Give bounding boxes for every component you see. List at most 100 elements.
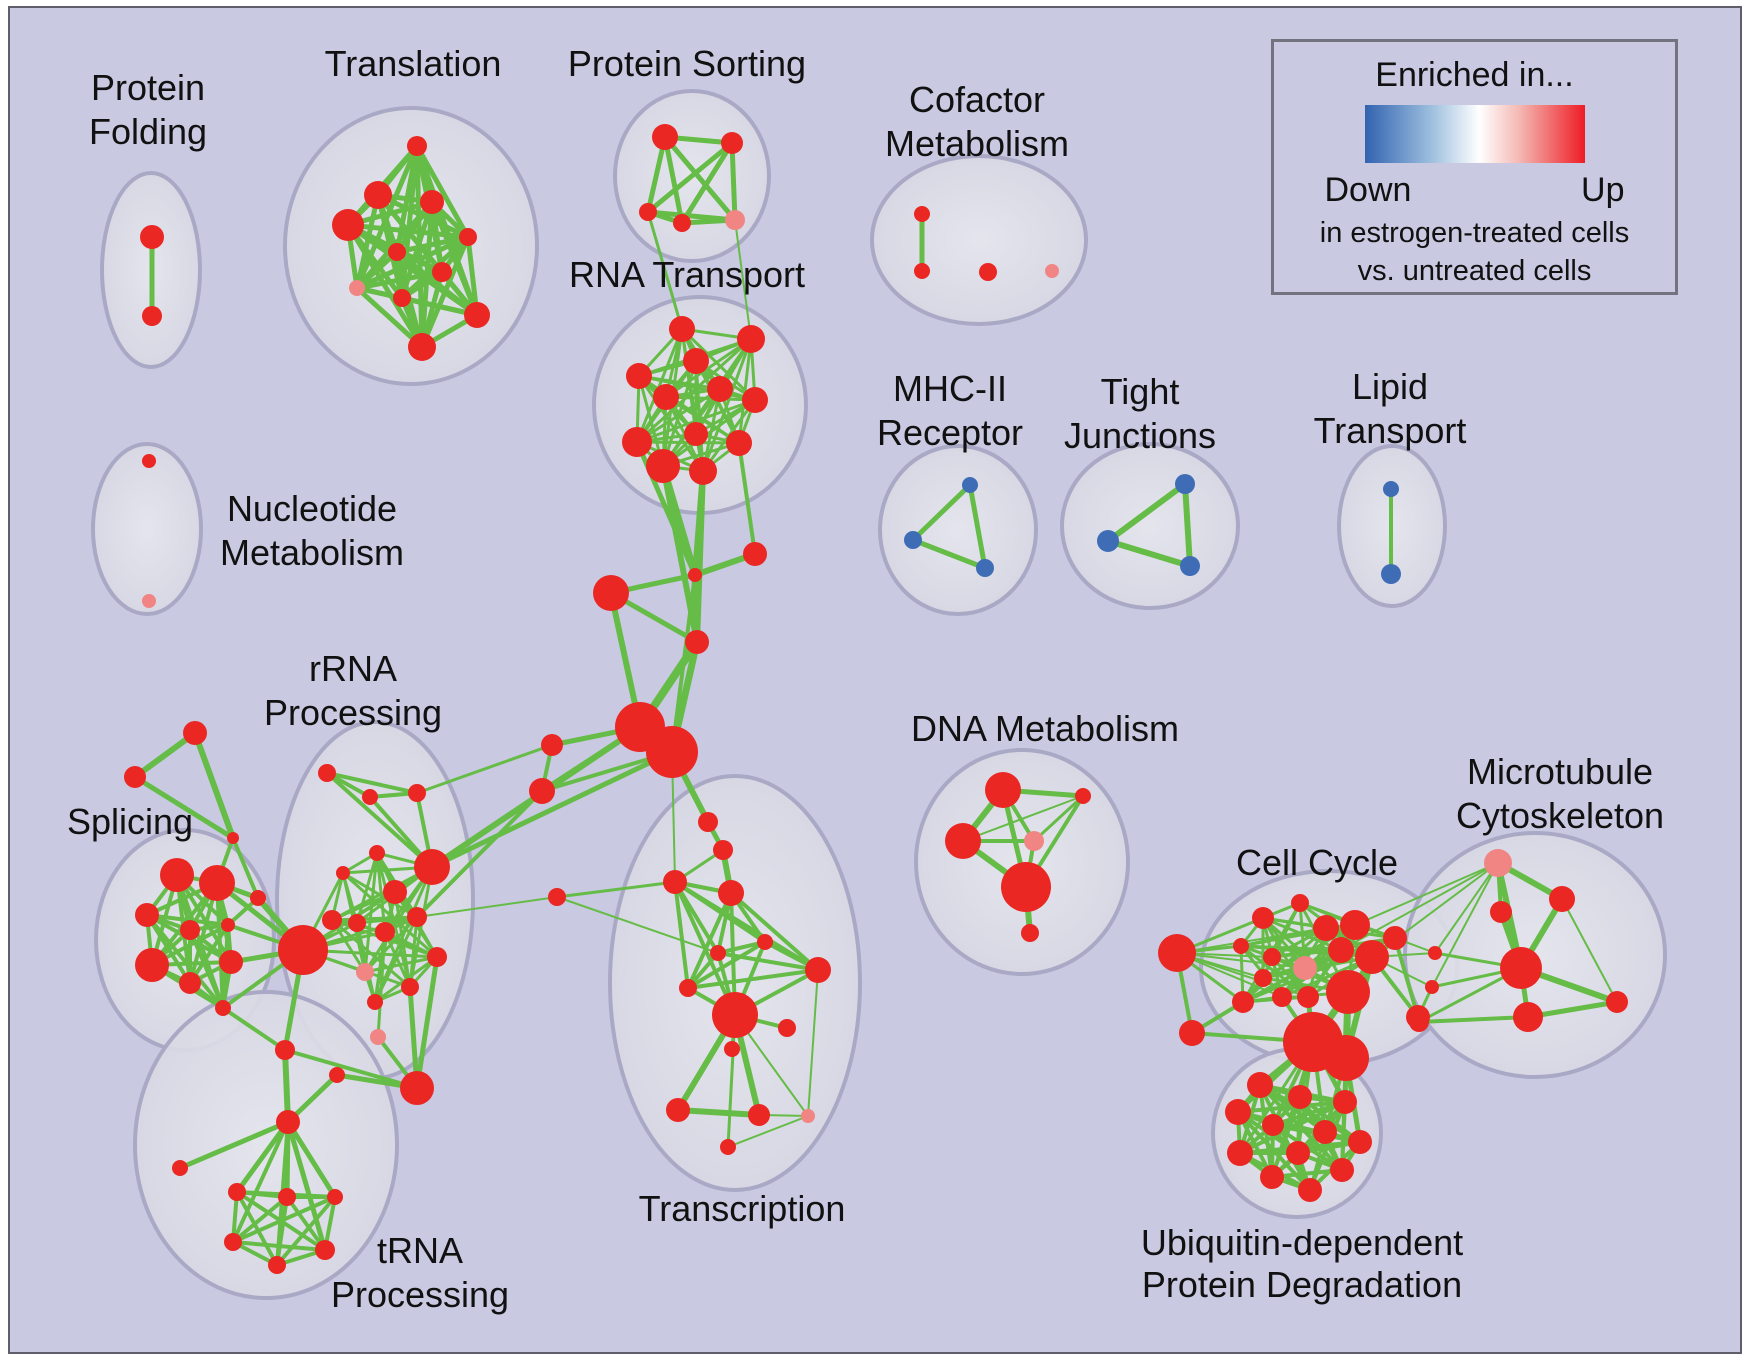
node-u7[interactable] (1348, 1130, 1372, 1154)
node-t11[interactable] (408, 333, 436, 361)
node-u2[interactable] (1288, 1085, 1312, 1109)
node-ps3[interactable] (639, 203, 657, 221)
node-cc4[interactable] (1340, 910, 1370, 940)
node-mh2[interactable] (904, 531, 922, 549)
node-mh3[interactable] (976, 559, 994, 577)
node-ps5[interactable] (725, 210, 745, 230)
node-m3[interactable] (1490, 901, 1512, 923)
node-t8[interactable] (349, 280, 365, 296)
node-rt9[interactable] (684, 422, 708, 446)
node-u4[interactable] (1225, 1099, 1251, 1125)
node-tcg[interactable] (278, 1188, 296, 1206)
node-rt7[interactable] (742, 387, 768, 413)
node-td[interactable] (327, 1189, 343, 1205)
node-rr12[interactable] (278, 925, 328, 975)
node-d5[interactable] (1001, 862, 1051, 912)
node-rr15[interactable] (401, 978, 419, 996)
node-pf2[interactable] (142, 306, 162, 326)
node-ta[interactable] (172, 1160, 188, 1176)
node-cn2[interactable] (275, 1040, 295, 1060)
node-sp5[interactable] (221, 918, 235, 932)
node-rr14[interactable] (427, 947, 447, 967)
node-d4[interactable] (1024, 831, 1044, 851)
node-t6[interactable] (388, 243, 406, 261)
node-n10[interactable] (720, 1139, 736, 1155)
node-x3[interactable] (227, 832, 239, 844)
node-rr1[interactable] (318, 764, 336, 782)
node-rr16[interactable] (367, 994, 383, 1010)
node-pk1[interactable] (370, 1029, 386, 1045)
node-n6[interactable] (724, 1041, 740, 1057)
node-m5[interactable] (1513, 1002, 1543, 1032)
node-d6[interactable] (1021, 924, 1039, 942)
node-tf[interactable] (268, 1256, 286, 1274)
node-m2[interactable] (1549, 886, 1575, 912)
node-c5[interactable] (548, 888, 566, 906)
node-cc12[interactable] (1297, 986, 1319, 1008)
node-t3[interactable] (420, 190, 444, 214)
node-d1[interactable] (985, 772, 1021, 808)
node-sp4[interactable] (180, 920, 200, 940)
node-rr11[interactable] (375, 922, 395, 942)
node-rt3[interactable] (683, 348, 709, 374)
node-rr10[interactable] (407, 907, 427, 927)
node-u11[interactable] (1260, 1165, 1284, 1189)
node-tj3[interactable] (1180, 556, 1200, 576)
node-cc8[interactable] (1293, 956, 1317, 980)
node-n9[interactable] (801, 1109, 815, 1123)
node-cc5[interactable] (1383, 926, 1407, 950)
node-j2[interactable] (743, 542, 767, 566)
node-u6[interactable] (1313, 1120, 1337, 1144)
node-rr5[interactable] (336, 866, 350, 880)
node-rr4[interactable] (369, 845, 385, 861)
node-cc17[interactable] (1179, 1020, 1205, 1046)
node-cn1[interactable] (250, 890, 266, 906)
node-cc7[interactable] (1263, 948, 1281, 966)
node-cc1[interactable] (1252, 907, 1274, 929)
node-t9[interactable] (393, 289, 411, 307)
node-u12[interactable] (1298, 1178, 1322, 1202)
node-n1[interactable] (757, 934, 773, 950)
node-te[interactable] (224, 1233, 242, 1251)
node-rt10[interactable] (726, 430, 752, 456)
node-nh[interactable] (712, 992, 758, 1038)
node-j3[interactable] (593, 575, 629, 611)
node-rr6[interactable] (414, 849, 450, 885)
node-cf1[interactable] (914, 206, 930, 222)
node-cf2[interactable] (914, 263, 930, 279)
node-t1[interactable] (407, 136, 427, 156)
node-rr9[interactable] (348, 914, 366, 932)
node-m7[interactable] (1428, 946, 1442, 960)
node-ps1[interactable] (652, 124, 678, 150)
node-cc9[interactable] (1328, 937, 1354, 963)
node-cc0[interactable] (1158, 934, 1196, 972)
node-lt2[interactable] (1381, 564, 1401, 584)
node-m6[interactable] (1606, 991, 1628, 1013)
node-rt6[interactable] (653, 384, 679, 410)
node-rt11[interactable] (646, 449, 680, 483)
node-sp9[interactable] (215, 1000, 231, 1016)
node-l2[interactable] (529, 778, 555, 804)
node-cc14[interactable] (1254, 969, 1272, 987)
node-tg[interactable] (315, 1240, 335, 1260)
node-sp6[interactable] (135, 948, 169, 982)
node-cc13[interactable] (1232, 991, 1254, 1013)
node-rr17[interactable] (400, 1071, 434, 1105)
node-u8[interactable] (1227, 1140, 1253, 1166)
node-rt5[interactable] (707, 376, 733, 402)
node-cn3[interactable] (329, 1067, 345, 1083)
node-x1[interactable] (183, 721, 207, 745)
node-pf1[interactable] (140, 225, 164, 249)
node-d3[interactable] (945, 823, 981, 859)
node-m8[interactable] (1425, 980, 1439, 994)
node-rt8[interactable] (622, 427, 652, 457)
node-j1[interactable] (688, 568, 702, 582)
node-n2[interactable] (710, 945, 726, 961)
node-m9[interactable] (1409, 1012, 1429, 1032)
node-sp8[interactable] (219, 950, 243, 974)
node-cc11[interactable] (1326, 970, 1370, 1014)
node-tj1[interactable] (1175, 474, 1195, 494)
node-cc2[interactable] (1291, 894, 1309, 912)
node-nu2[interactable] (142, 594, 156, 608)
node-mh1[interactable] (962, 477, 978, 493)
